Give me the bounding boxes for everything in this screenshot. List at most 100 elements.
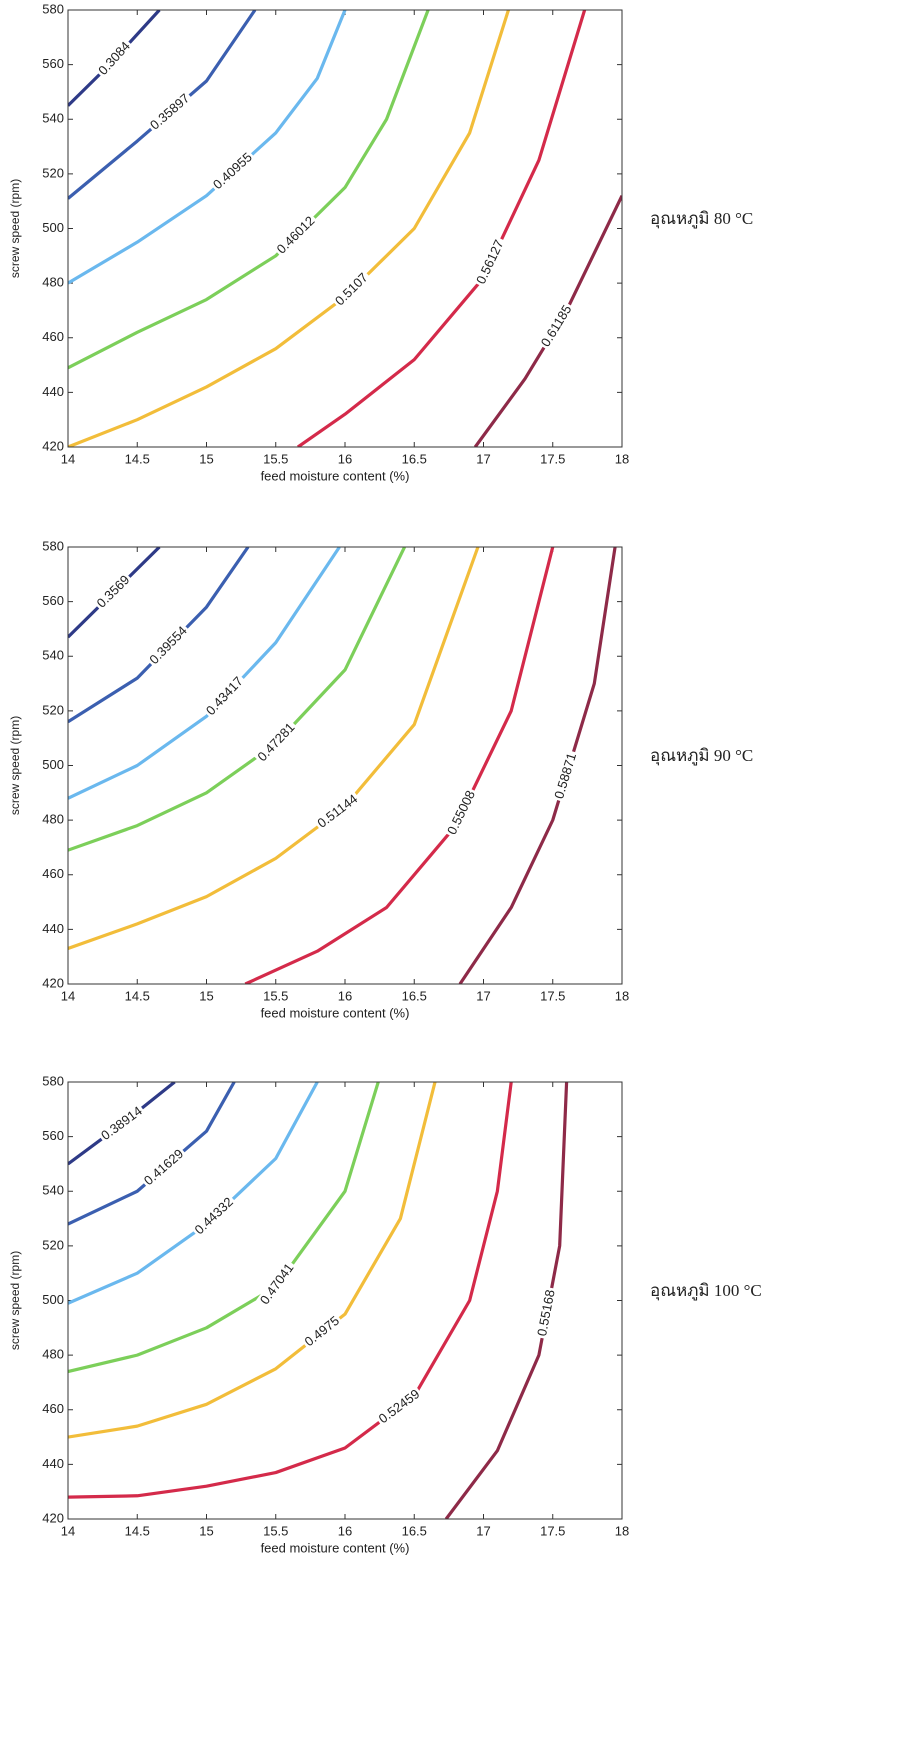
y-tick-label: 500 xyxy=(42,757,64,772)
contour-lines xyxy=(68,10,622,447)
x-tick-label: 16 xyxy=(338,1523,352,1538)
label-background xyxy=(330,268,374,311)
label-background xyxy=(145,89,195,136)
y-tick-label: 580 xyxy=(42,1073,64,1088)
label-background xyxy=(96,1102,148,1146)
label-background xyxy=(534,1286,560,1340)
y-tick-label: 420 xyxy=(42,975,64,990)
y-tick-label: 500 xyxy=(42,1292,64,1307)
label-background xyxy=(272,211,321,260)
label-background xyxy=(94,37,136,81)
label-background xyxy=(208,148,258,195)
y-tick-label: 540 xyxy=(42,111,64,126)
y-tick-label: 460 xyxy=(42,329,64,344)
label-background xyxy=(201,672,249,721)
contour-line xyxy=(244,547,555,984)
x-tick-label: 18 xyxy=(615,1523,629,1538)
label-background xyxy=(551,749,582,803)
contour-line xyxy=(68,547,341,800)
x-tick-label: 17 xyxy=(476,988,490,1003)
y-tick-label: 500 xyxy=(42,220,64,235)
x-tick-label: 17.5 xyxy=(540,988,565,1003)
y-tick-label: 540 xyxy=(42,648,64,663)
label-background xyxy=(472,235,509,289)
contour-line xyxy=(68,547,480,951)
x-tick-label: 18 xyxy=(615,451,629,466)
contour-line xyxy=(68,1082,380,1374)
label-background xyxy=(256,1259,299,1310)
label-background xyxy=(92,571,135,614)
label-background xyxy=(190,1193,239,1240)
y-tick-label: 520 xyxy=(42,1237,64,1252)
y-tick-label: 580 xyxy=(42,1,64,16)
y-tick-label: 580 xyxy=(42,538,64,553)
x-tick-label: 15 xyxy=(199,988,213,1003)
contour-label: 0.55168 xyxy=(534,1286,560,1340)
x-tick-label: 17 xyxy=(476,451,490,466)
plot-frame xyxy=(67,9,623,448)
contour-line xyxy=(68,1082,437,1439)
x-axis-label: feed moisture content (%) xyxy=(261,1005,410,1020)
label-background xyxy=(139,1145,189,1191)
contour-chart: 14 14.5 15 15.5 16 16.5 17 17.5 18 420 440 460 480 50… xyxy=(8,1073,762,1555)
y-tick-label: 480 xyxy=(42,812,64,827)
plot-area xyxy=(68,1082,622,1519)
label-background xyxy=(537,300,577,352)
contour-chart: 14 14.5 15 15.5 16 16.5 17 17.5 18 420 440 460 480 50… xyxy=(8,538,753,1020)
contour-line xyxy=(68,10,510,447)
y-tick-label: 560 xyxy=(42,593,64,608)
plot-frame xyxy=(67,1081,623,1520)
label-background xyxy=(374,1385,425,1429)
x-tick-label: 16.5 xyxy=(402,988,427,1003)
x-tick-label: 16 xyxy=(338,988,352,1003)
y-axis-label: screw speed (rpm) xyxy=(8,1251,22,1350)
label-background xyxy=(313,790,363,834)
x-tick-label: 16 xyxy=(338,451,352,466)
x-tick-label: 15.5 xyxy=(263,988,288,1003)
y-tick-label: 480 xyxy=(42,1347,64,1362)
y-tick-label: 520 xyxy=(42,702,64,717)
y-tick-label: 420 xyxy=(42,438,64,453)
x-tick-label: 15.5 xyxy=(263,1523,288,1538)
y-axis-label: screw speed (rpm) xyxy=(8,179,22,278)
y-tick-label: 440 xyxy=(42,921,64,936)
x-axis-label: feed moisture content (%) xyxy=(261,468,410,483)
y-tick-label: 420 xyxy=(42,1510,64,1525)
side-label: อุณหภูมิ 90 °C xyxy=(650,746,753,766)
y-tick-label: 460 xyxy=(42,1401,64,1416)
x-tick-label: 15.5 xyxy=(263,451,288,466)
x-tick-label: 17.5 xyxy=(540,1523,565,1538)
contour-line xyxy=(68,10,430,370)
y-tick-label: 440 xyxy=(42,384,64,399)
y-tick-label: 440 xyxy=(42,1456,64,1471)
contour-line xyxy=(68,1082,513,1499)
label-background xyxy=(300,1312,345,1352)
x-tick-label: 14 xyxy=(61,451,75,466)
y-tick-label: 520 xyxy=(42,165,64,180)
plot-frame xyxy=(67,546,623,985)
contour-line xyxy=(458,547,617,984)
side-label: อุณหภูมิ 80 °C xyxy=(650,209,753,229)
x-axis-label: feed moisture content (%) xyxy=(261,1540,410,1555)
x-tick-label: 14 xyxy=(61,988,75,1003)
x-tick-label: 16.5 xyxy=(402,451,427,466)
contour-line xyxy=(296,10,587,447)
y-tick-label: 560 xyxy=(42,56,64,71)
label-background xyxy=(145,621,193,670)
label-background xyxy=(443,786,481,840)
contour-line xyxy=(68,547,406,852)
side-label: อุณหภูมิ 100 °C xyxy=(650,1281,762,1301)
contour-chart: 14 14.5 15 15.5 16 16.5 17 17.5 18 420 440 460 480 50… xyxy=(8,1,753,483)
x-tick-label: 16.5 xyxy=(402,1523,427,1538)
contour-line xyxy=(444,1082,569,1519)
plot-area xyxy=(68,10,622,447)
label-background xyxy=(253,718,300,767)
x-tick-label: 17 xyxy=(476,1523,490,1538)
x-tick-label: 14.5 xyxy=(125,988,150,1003)
y-tick-label: 460 xyxy=(42,866,64,881)
x-tick-label: 14 xyxy=(61,1523,75,1538)
x-tick-label: 15 xyxy=(199,451,213,466)
x-tick-label: 14.5 xyxy=(125,1523,150,1538)
y-axis-label: screw speed (rpm) xyxy=(8,716,22,815)
